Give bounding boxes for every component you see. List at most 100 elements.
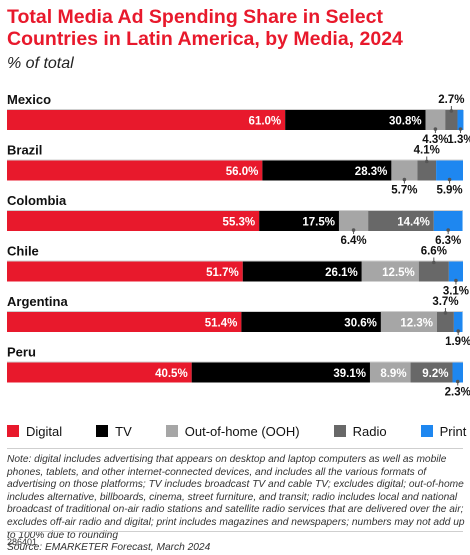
legend-swatch-radio — [333, 425, 346, 437]
legend-swatch-print — [420, 425, 433, 437]
row-divider-brazil — [7, 159, 463, 161]
callout-dot-chile-print — [454, 278, 458, 283]
callout-dot-colombia-print — [446, 228, 450, 232]
data-label-argentina-print: 1.9% — [445, 336, 470, 348]
bar-mexico-tv — [285, 110, 426, 130]
row-divider-peru — [7, 361, 463, 363]
stacked-bar-chart: Mexico 61.0% 30.8%4.3% 2.7% 1.3% Brazil 56.0% 2… — [7, 92, 470, 399]
data-label-brazil-out-of-home-ooh: 5.7% — [391, 185, 417, 197]
data-label-mexico-tv: 30.8% — [389, 116, 422, 128]
category-label-chile: Chile — [7, 244, 39, 259]
data-label-chile-print: 3.1% — [443, 286, 469, 298]
callout-dot-argentina-radio — [443, 311, 448, 315]
callout-dot-mexico-out-of-home-ooh — [433, 127, 438, 131]
callout-dot-argentina-print — [456, 329, 461, 333]
data-label-peru-tv: 39.1% — [333, 368, 366, 380]
data-label-argentina-radio: 3.7% — [432, 296, 458, 308]
callout-dot-brazil-print — [447, 177, 452, 182]
legend-swatch-tv — [96, 425, 109, 437]
bar-chile-out-of-home-ooh — [361, 261, 419, 282]
data-label-peru-radio: 9.2% — [422, 368, 448, 380]
footnote-source: Source: EMARKETER Forecast, March 2024 — [7, 542, 211, 554]
bar-mexico-radio — [445, 110, 458, 130]
legend-label-print: Print — [439, 423, 467, 439]
bar-brazil-out-of-home-ooh — [391, 160, 418, 181]
legend-divider — [7, 448, 463, 449]
bar-chile-digital — [7, 261, 243, 282]
data-label-chile-radio: 6.6% — [421, 246, 447, 258]
chart-legend: Digital TV Out-of-home (OOH) Radio Print — [7, 421, 466, 441]
category-label-brazil: Brazil — [7, 143, 42, 158]
callout-dot-peru-print — [455, 379, 460, 384]
bar-peru-radio — [410, 362, 453, 383]
footer-divider — [7, 531, 463, 532]
row-divider-colombia — [7, 210, 463, 211]
chart-id: 286401 — [7, 537, 38, 547]
bar-peru-out-of-home-ooh — [369, 362, 411, 383]
data-label-brazil-tv: 28.3% — [355, 166, 388, 178]
legend-item-digital: Digital — [7, 424, 62, 439]
bar-chile-print — [448, 261, 463, 282]
bar-colombia-digital — [7, 211, 260, 231]
callout-dot-mexico-print — [458, 127, 463, 131]
bar-colombia-out-of-home-ooh — [338, 211, 369, 231]
bar-argentina-print — [453, 312, 463, 332]
data-label-argentina-digital: 51.4% — [205, 318, 238, 330]
callout-dot-chile-radio — [432, 260, 436, 265]
legend-item-tv: TV — [96, 424, 132, 439]
footnote-note: Note: digital includes advertising that … — [7, 454, 465, 541]
bar-colombia-print — [433, 211, 463, 231]
bar-chile-tv — [242, 261, 362, 282]
data-label-peru-digital: 40.5% — [155, 368, 188, 380]
bar-chile-radio — [418, 261, 449, 282]
legend-label-ooh: Out-of-home (OOH) — [184, 423, 300, 439]
legend-item-radio: Radio — [333, 424, 387, 439]
bar-argentina-radio — [437, 312, 454, 332]
bar-mexico-print — [457, 110, 464, 130]
callout-dot-colombia-out-of-home-ooh — [351, 228, 356, 232]
callout-dot-mexico-radio — [449, 109, 454, 113]
bar-peru-digital — [7, 362, 192, 383]
data-label-chile-out-of-home-ooh: 12.5% — [382, 267, 415, 279]
row-divider-mexico — [7, 109, 463, 110]
category-label-colombia: Colombia — [7, 193, 67, 208]
callout-dot-brazil-radio — [424, 159, 429, 164]
bar-mexico-out-of-home-ooh — [425, 110, 446, 130]
legend-item-print: Print — [420, 423, 467, 439]
bar-brazil-digital — [7, 160, 263, 181]
bar-brazil-tv — [262, 160, 392, 181]
data-label-colombia-out-of-home-ooh: 6.4% — [340, 235, 366, 247]
data-label-mexico-digital: 61.0% — [249, 116, 282, 128]
bar-brazil-radio — [417, 160, 437, 181]
category-label-mexico: Mexico — [7, 92, 51, 107]
bar-brazil-print — [436, 160, 463, 181]
bar-colombia-radio — [368, 211, 434, 231]
data-label-brazil-print: 5.9% — [436, 185, 462, 197]
row-divider-argentina — [7, 311, 463, 312]
data-label-chile-digital: 51.7% — [206, 267, 239, 279]
row-divider-chile — [7, 260, 463, 262]
legend-swatch-ooh — [165, 425, 178, 437]
data-label-brazil-radio: 4.1% — [414, 145, 440, 157]
data-label-mexico-print: 1.3% — [447, 134, 470, 146]
bar-peru-tv — [191, 362, 370, 383]
data-label-colombia-print: 6.3% — [435, 235, 461, 247]
legend-item-ooh: Out-of-home (OOH) — [165, 423, 300, 439]
legend-label-tv: TV — [115, 423, 132, 439]
legend-swatch-digital — [7, 425, 19, 437]
bar-argentina-tv — [241, 312, 381, 332]
footnote: Note: digital includes advertising that … — [7, 454, 467, 555]
bar-colombia-tv — [259, 211, 339, 231]
data-label-colombia-radio: 14.4% — [397, 217, 430, 229]
data-label-colombia-tv: 17.5% — [302, 217, 335, 229]
chart-title: Total Media Ad Spending Share in Select … — [7, 6, 403, 50]
data-label-chile-tv: 26.1% — [325, 267, 358, 279]
bar-argentina-digital — [7, 312, 242, 332]
data-label-argentina-tv: 30.6% — [344, 318, 377, 330]
data-label-mexico-radio: 2.7% — [438, 94, 464, 106]
category-label-argentina: Argentina — [7, 294, 68, 309]
category-label-peru: Peru — [7, 345, 36, 360]
data-label-argentina-out-of-home-ooh: 12.3% — [400, 318, 433, 330]
callout-dot-brazil-out-of-home-ooh — [402, 177, 407, 182]
bar-argentina-out-of-home-ooh — [380, 312, 438, 332]
